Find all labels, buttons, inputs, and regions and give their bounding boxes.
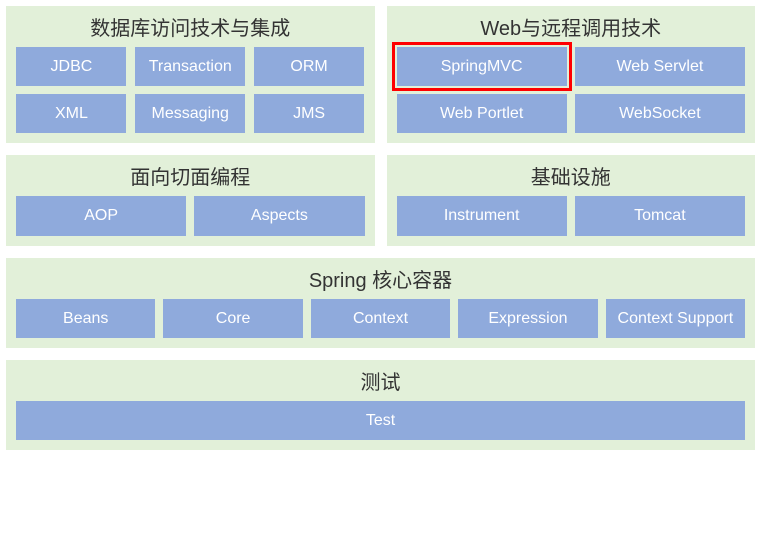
items-container: Beans Core Context Expression Context Su… bbox=[16, 299, 745, 338]
section-title: Spring 核心容器 bbox=[16, 264, 745, 293]
module-test: Test bbox=[16, 401, 745, 440]
module-transaction: Transaction bbox=[135, 47, 245, 86]
section-title: 数据库访问技术与集成 bbox=[16, 12, 365, 41]
module-expression: Expression bbox=[458, 299, 597, 338]
row-test: 测试 Test bbox=[6, 360, 755, 450]
row-core: Spring 核心容器 Beans Core Context Expressio… bbox=[6, 258, 755, 348]
module-xml: XML bbox=[16, 94, 126, 133]
row-top: 数据库访问技术与集成 JDBC Transaction ORM XML Mess… bbox=[6, 6, 755, 143]
section-title: 测试 bbox=[16, 366, 745, 395]
section-title: 面向切面编程 bbox=[16, 161, 365, 190]
module-instrument: Instrument bbox=[397, 196, 567, 235]
items-container: Instrument Tomcat bbox=[397, 196, 746, 235]
section-aop: 面向切面编程 AOP Aspects bbox=[6, 155, 375, 245]
items-container: AOP Aspects bbox=[16, 196, 365, 235]
items-container: SpringMVC Web Servlet Web Portlet WebSoc… bbox=[397, 47, 746, 133]
module-aop: AOP bbox=[16, 196, 186, 235]
module-jdbc: JDBC bbox=[16, 47, 126, 86]
module-beans: Beans bbox=[16, 299, 155, 338]
items-container: JDBC Transaction ORM XML Messaging JMS bbox=[16, 47, 365, 133]
module-messaging: Messaging bbox=[135, 94, 245, 133]
module-web-servlet: Web Servlet bbox=[575, 47, 745, 86]
module-tomcat: Tomcat bbox=[575, 196, 745, 235]
section-data-access: 数据库访问技术与集成 JDBC Transaction ORM XML Mess… bbox=[6, 6, 375, 143]
module-springmvc: SpringMVC bbox=[397, 47, 567, 86]
section-web-remote: Web与远程调用技术 SpringMVC Web Servlet Web Por… bbox=[387, 6, 756, 143]
module-orm: ORM bbox=[254, 47, 364, 86]
module-web-portlet: Web Portlet bbox=[397, 94, 567, 133]
module-context-support: Context Support bbox=[606, 299, 745, 338]
section-core: Spring 核心容器 Beans Core Context Expressio… bbox=[6, 258, 755, 348]
module-aspects: Aspects bbox=[194, 196, 364, 235]
row-middle: 面向切面编程 AOP Aspects 基础设施 Instrument Tomca… bbox=[6, 155, 755, 245]
section-title: 基础设施 bbox=[397, 161, 746, 190]
section-test: 测试 Test bbox=[6, 360, 755, 450]
section-title: Web与远程调用技术 bbox=[397, 12, 746, 41]
module-core: Core bbox=[163, 299, 302, 338]
module-context: Context bbox=[311, 299, 450, 338]
module-websocket: WebSocket bbox=[575, 94, 745, 133]
items-container: Test bbox=[16, 401, 745, 440]
module-jms: JMS bbox=[254, 94, 364, 133]
section-infra: 基础设施 Instrument Tomcat bbox=[387, 155, 756, 245]
